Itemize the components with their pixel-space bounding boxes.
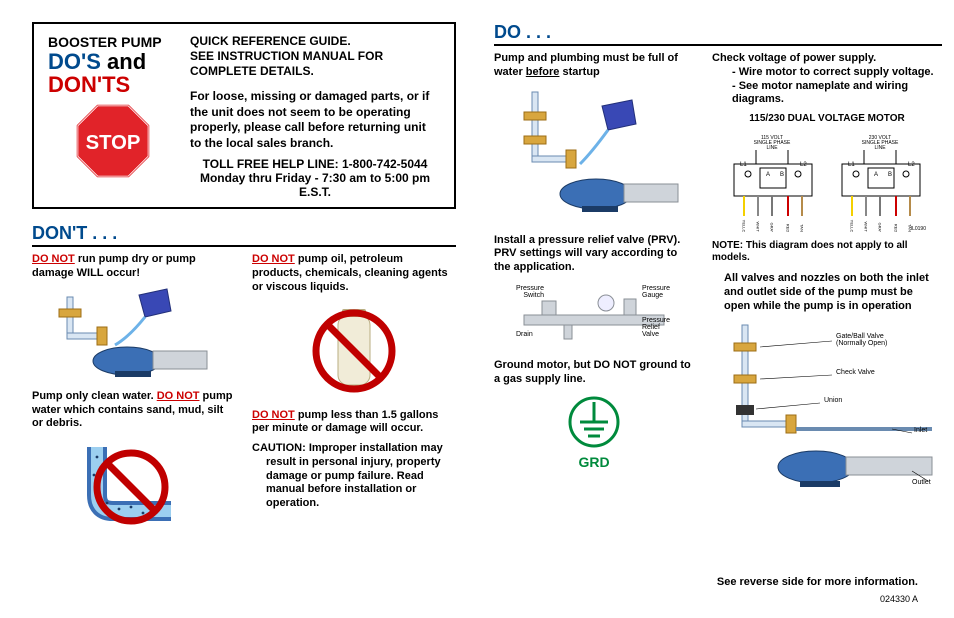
prv-label-drain: Drain [516,331,533,338]
wiring-note: NOTE: This diagram does not apply to all… [712,240,942,265]
ground-figure: GRD [494,392,694,472]
do-left-3: Ground motor, but DO NOT ground to a gas… [494,359,694,387]
wiring-diagram: 115 VOLT SINGLE PHASE LINE L1 L2 A [712,132,942,232]
svg-text:TAN: TAN [800,224,805,232]
prv-label-pswitch: Pressure Switch [500,285,544,299]
donot-label-1: DO NOT [32,253,75,265]
dont-left-2-pre: Pump only clean water. [32,390,157,402]
do-left-2: Install a pressure relief valve (PRV). P… [494,234,694,275]
dont-right-col: DO NOT pump oil, petroleum products, che… [252,253,456,535]
dont-right-2: DO NOT pump less than 1.5 gallons per mi… [252,409,456,437]
svg-text:WHITE: WHITE [756,221,761,231]
part-number: 024330 A [880,594,918,604]
wiring-caption: 115/230 DUAL VOLTAGE MOTOR [712,113,942,126]
dos-donts-title: DO'S and DON'TS [48,50,146,96]
product-title: BOOSTER PUMP [48,34,162,50]
no-debris-figure [32,437,236,527]
svg-text:L2: L2 [908,162,915,168]
do-right-1-sub2: - See motor nameplate and wiring diagram… [712,80,942,108]
svg-text:LINE: LINE [874,145,886,151]
donot-label-3: DO NOT [157,390,200,402]
do-left-2-text: Install a pressure relief valve (PRV). P… [494,234,680,274]
svg-text:GRAY: GRAY [878,222,883,232]
svg-text:WHITE: WHITE [864,221,869,231]
reverse-side-note: See reverse side for more information. [717,576,918,588]
hours: Monday thru Friday - 7:30 am to 5:00 pm … [190,171,440,199]
label-check: Check Valve [836,369,875,376]
svg-text:LINE: LINE [766,145,778,151]
quick-ref-1: QUICK REFERENCE GUIDE. [190,34,440,49]
svg-text:A: A [766,172,770,178]
prv-label-relief: Pressure Relief Valve [642,317,670,338]
dont-left-2: Pump only clean water. DO NOT pump water… [32,390,236,431]
valves-note: All valves and nozzles on both the inlet… [712,271,942,314]
do-left-col: Pump and plumbing must be full of water … [494,52,694,509]
caution-text: CAUTION: Improper installation may resul… [252,442,456,511]
svg-text:B: B [780,172,784,178]
stop-text: STOP [86,132,141,154]
dont-left-1: DO NOT run pump dry or pump damage WILL … [32,253,236,281]
do-right-1-sub1: - Wire motor to correct supply voltage. [712,66,942,80]
right-column: DO . . . Pump and plumbing must be full … [494,22,942,535]
prv-label-gauge: Pressure Gauge [642,285,670,299]
do-left-1: Pump and plumbing must be full of water … [494,52,694,80]
pump-with-bucket-figure [32,287,236,382]
do-heading: DO . . . [494,22,942,46]
header-box: BOOSTER PUMP DO'S and DON'TS STOP [32,22,456,209]
dos-label: DO'S [48,49,101,74]
donts-label: DON'TS [48,72,130,97]
svg-text:RED: RED [786,223,791,231]
prv-figure: Pressure Switch Drain Pressure Gauge Pre… [494,281,694,351]
do-pump-figure [494,86,694,226]
left-column: BOOSTER PUMP DO'S and DON'TS STOP [32,22,456,535]
do-left-3-text: Ground motor, but DO NOT ground to a gas… [494,359,691,385]
do-right-1: Check voltage of power supply. [712,52,942,66]
label-outlet: Outlet [912,479,931,486]
wiring-id: IL0190 [911,226,927,232]
svg-text:A: A [874,172,878,178]
quick-ref-2: SEE INSTRUCTION MANUAL FOR COMPLETE DETA… [190,49,440,79]
no-chemicals-figure [252,301,456,401]
header-body-text: For loose, missing or damaged parts, or … [190,89,440,151]
svg-text:L1: L1 [740,162,747,168]
donot-label-4: DO NOT [252,409,295,421]
label-gate: Gate/Ball Valve (Normally Open) [836,333,887,347]
svg-text:L1: L1 [848,162,855,168]
and-label: and [107,49,146,74]
do-left-1-ul: before [526,66,560,78]
svg-text:YELLOW: YELLOW [850,219,855,231]
svg-text:RED: RED [894,223,899,231]
label-union: Union [824,397,842,404]
svg-text:B: B [888,172,892,178]
dont-right-1: DO NOT pump oil, petroleum products, che… [252,253,456,294]
svg-text:GRAY: GRAY [770,222,775,232]
svg-text:YELLOW: YELLOW [742,219,747,231]
grd-label: GRD [578,454,609,472]
label-inlet: Inlet [914,427,927,434]
donot-label-2: DO NOT [252,253,295,265]
dont-left-col: DO NOT run pump dry or pump damage WILL … [32,253,236,535]
stop-sign-icon: STOP [74,102,152,185]
helpline: TOLL FREE HELP LINE: 1-800-742-5044 [190,157,440,171]
dont-heading: DON'T . . . [32,223,456,247]
do-right-col: Check voltage of power supply. - Wire mo… [712,52,942,509]
valves-figure: Gate/Ball Valve (Normally Open) Check Va… [712,321,942,501]
do-left-1-after: startup [559,66,599,78]
svg-text:L2: L2 [800,162,807,168]
